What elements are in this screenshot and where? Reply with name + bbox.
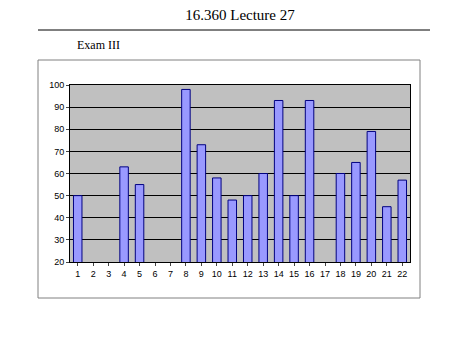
svg-text:12: 12 (243, 269, 253, 279)
svg-text:Exam III: Exam III (77, 38, 120, 52)
svg-text:14: 14 (274, 269, 284, 279)
svg-text:13: 13 (258, 269, 268, 279)
svg-text:15: 15 (289, 269, 299, 279)
svg-text:4: 4 (122, 269, 127, 279)
svg-text:1: 1 (75, 269, 80, 279)
svg-text:11: 11 (228, 269, 237, 279)
svg-text:17: 17 (320, 269, 330, 279)
svg-text:18: 18 (335, 269, 345, 279)
svg-text:16.360 Lecture 27: 16.360 Lecture 27 (185, 7, 295, 23)
svg-text:6: 6 (152, 269, 157, 279)
svg-text:90: 90 (54, 102, 64, 112)
svg-text:60: 60 (54, 169, 64, 179)
svg-text:19: 19 (351, 269, 361, 279)
svg-text:21: 21 (382, 269, 392, 279)
svg-text:8: 8 (183, 269, 188, 279)
svg-text:20: 20 (54, 257, 64, 267)
svg-text:3: 3 (106, 269, 111, 279)
svg-text:2: 2 (91, 269, 96, 279)
svg-text:40: 40 (54, 213, 64, 223)
svg-text:70: 70 (54, 147, 64, 157)
svg-text:80: 80 (54, 124, 64, 134)
svg-text:5: 5 (137, 269, 142, 279)
svg-text:50: 50 (54, 191, 64, 201)
svg-text:16: 16 (305, 269, 315, 279)
svg-text:9: 9 (199, 269, 204, 279)
svg-text:10: 10 (212, 269, 222, 279)
svg-text:100: 100 (49, 80, 64, 90)
svg-text:22: 22 (397, 269, 407, 279)
svg-text:20: 20 (366, 269, 376, 279)
svg-text:30: 30 (54, 235, 64, 245)
svg-text:7: 7 (168, 269, 173, 279)
